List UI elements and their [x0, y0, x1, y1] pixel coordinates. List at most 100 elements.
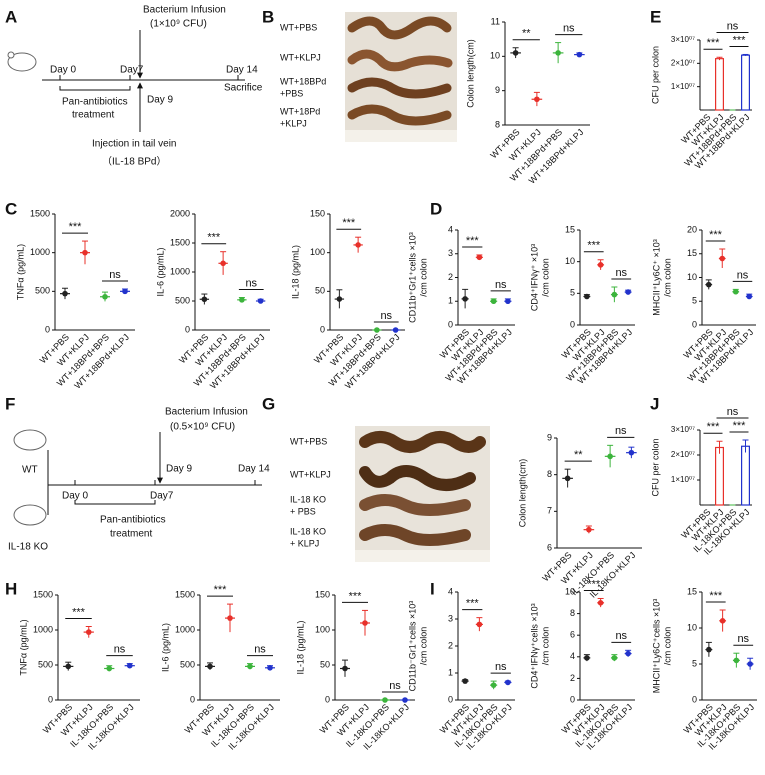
y-axis-label: IL-18 (pg/mL) [290, 245, 300, 299]
panel-label: B [262, 7, 274, 26]
y-tick-label: 0 [570, 319, 575, 329]
y-tick-label: 2 [448, 640, 453, 650]
bar [714, 446, 724, 506]
y-tick-label: 4 [448, 224, 453, 234]
significance-label: ns [737, 633, 749, 645]
panel-label: A [5, 7, 17, 26]
bracket [59, 86, 131, 91]
y-axis-label: IL-6 (pg/mL) [155, 247, 165, 296]
significance-label: ns [114, 644, 126, 656]
y-tick-label: 0 [48, 694, 53, 704]
text: WT [22, 465, 38, 476]
text: Day7 [150, 491, 174, 502]
text: IL-18 KO [8, 542, 48, 553]
mouse-icon [13, 429, 47, 451]
text: Day 14 [238, 464, 270, 475]
significance-label: *** [733, 34, 747, 46]
y-tick-label: 50 [315, 286, 325, 296]
y-tick-label: 1000 [33, 624, 53, 634]
sample-label: WT+18BPd [280, 76, 326, 86]
significance-label: ns [615, 267, 627, 279]
panel-label: C [5, 199, 17, 218]
bar [714, 58, 724, 111]
y-tick-label: 1000 [175, 624, 195, 634]
text: Pan-antibiotics [62, 97, 128, 108]
y-tick-label: 500 [38, 659, 53, 669]
significance-label: *** [72, 606, 86, 618]
text: treatment [72, 110, 114, 121]
significance-label: *** [207, 232, 221, 244]
significance-label: *** [709, 590, 723, 602]
y-tick-label: 1 [448, 667, 453, 677]
y-tick-label: 6 [570, 630, 575, 640]
y-tick-label: 11 [491, 16, 500, 26]
significance-label: ns [563, 23, 575, 35]
sample-label: IL-18 KO [290, 494, 326, 504]
y-axis-label: /cm colon [540, 627, 550, 666]
mouse-icon [7, 52, 37, 72]
y-axis-label: IL-18 (pg/mL) [295, 620, 305, 674]
y-tick-label: 1000 [30, 247, 50, 257]
significance-label: *** [349, 590, 363, 602]
panel-label: E [650, 7, 661, 26]
y-axis-label: /cm colon [540, 258, 550, 297]
y-tick-label: 5 [692, 296, 697, 306]
photo-g [355, 426, 490, 562]
significance-label: ns [389, 680, 401, 692]
y-tick-label: 2000 [170, 208, 190, 218]
photo-b [345, 12, 457, 142]
text: Day 14 [226, 65, 258, 76]
y-tick-label: 2×10⁰⁷ [671, 450, 695, 459]
y-axis-label: Colon length(cm) [517, 459, 527, 528]
y-tick-label: 5 [570, 288, 575, 298]
y-tick-label: 100 [315, 624, 330, 634]
y-tick-label: 0 [45, 324, 50, 334]
y-axis-label: CFU per colon [650, 46, 660, 104]
colon [347, 104, 452, 126]
y-axis-label: MHCII⁺Ly6C⁺cells ×10³ [651, 599, 661, 693]
text: Sacrifice [224, 83, 263, 94]
colon [359, 494, 471, 516]
sample-label: IL-18 KO [290, 526, 326, 536]
y-tick-label: 0 [448, 694, 453, 704]
y-tick-label: 8 [495, 119, 500, 129]
significance-label: *** [466, 235, 480, 247]
y-axis-label: /cm colon [662, 258, 672, 297]
y-tick-label: 1000 [170, 266, 190, 276]
text: Day7 [120, 65, 144, 76]
y-tick-label: 1×10⁰⁷ [671, 475, 695, 484]
y-tick-label: 2 [570, 673, 575, 683]
mouse-icon [13, 504, 47, 526]
y-tick-label: 1 [448, 296, 453, 306]
y-axis-label: /cm colon [418, 627, 428, 666]
colon [359, 524, 471, 546]
sample-label: WT+PBS [290, 436, 327, 446]
diagram-f: WT IL-18 KO Bacterium Infusion (0.5×10⁹ … [8, 407, 270, 553]
sample-label: +PBS [280, 88, 303, 98]
y-tick-label: 150 [310, 208, 325, 218]
y-tick-label: 10 [687, 622, 697, 632]
text: Day 0 [62, 491, 89, 502]
panel-label: F [5, 394, 15, 413]
y-tick-label: 1500 [175, 589, 195, 599]
colon [359, 431, 486, 453]
y-axis-label: CD11b⁻Gr1⁺cells ×10³ [407, 601, 417, 692]
colon [347, 16, 452, 40]
y-axis-label: Colon length(cm) [465, 39, 475, 108]
significance-label: ns [727, 406, 739, 418]
significance-label: *** [587, 240, 601, 252]
y-tick-label: 0 [692, 319, 697, 329]
sample-label: +KLPJ [280, 118, 307, 128]
y-axis-label: CD4⁺IFNγ⁺ ×10³ [529, 244, 539, 311]
text: (0.5×10⁹ CFU) [170, 422, 235, 433]
significance-label: ns [615, 630, 627, 642]
significance-label: ns [254, 644, 266, 656]
y-tick-label: 1500 [30, 208, 50, 218]
y-axis-label: IL-6 (pg/mL) [160, 623, 170, 672]
significance-label: *** [69, 221, 83, 233]
